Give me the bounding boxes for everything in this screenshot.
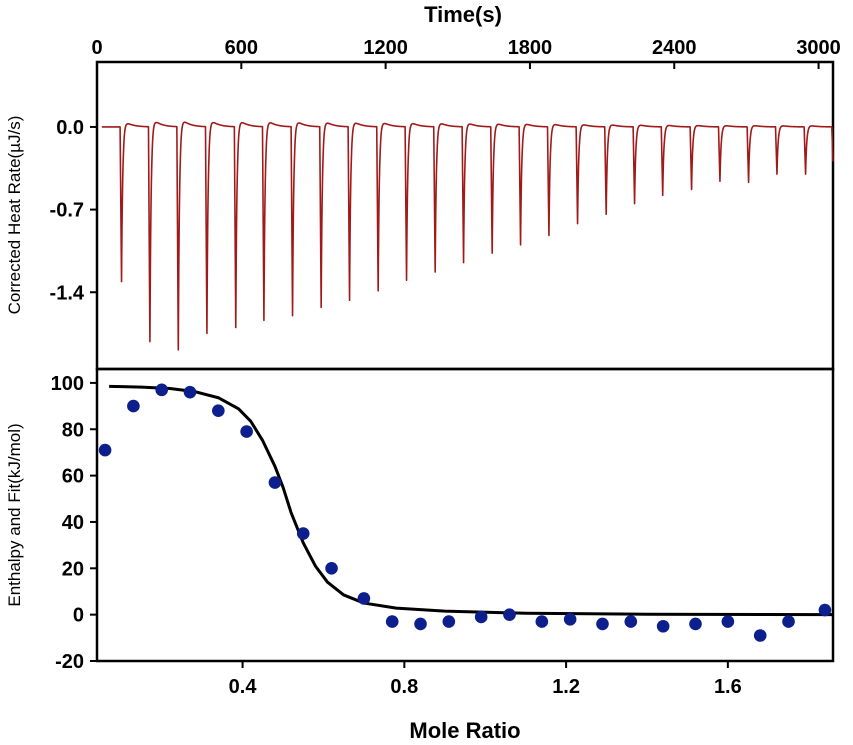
heat-rate-tick-label: -1.4	[50, 282, 85, 304]
time-axis-title: Time(s)	[424, 2, 502, 27]
enthalpy-point	[624, 615, 638, 628]
time-tick-label: 1800	[508, 37, 553, 59]
enthalpy-x-ticks: 0.4 0.8 1.2 1.6	[229, 661, 742, 698]
fit-curve	[109, 384, 834, 617]
thermogram-y-ticks: 0.0 -0.7 -1.4	[50, 117, 97, 304]
mole-ratio-axis-title: Mole Ratio	[409, 718, 520, 743]
enthalpy-point	[442, 615, 456, 628]
enthalpy-point	[296, 527, 310, 540]
enthalpy-point	[325, 562, 338, 575]
enthalpy-point	[818, 603, 832, 617]
enthalpy-points	[98, 383, 832, 642]
enthalpy-point	[753, 629, 767, 642]
thermogram-x-ticks: 0 600 1200 1800 2400 3000	[91, 37, 841, 69]
enthalpy-point	[535, 615, 549, 628]
time-tick-label: 3000	[796, 37, 841, 59]
enthalpy-point	[563, 612, 577, 626]
enthalpy-point	[127, 399, 140, 413]
enthalpy-point	[656, 619, 670, 633]
enthalpy-point	[503, 608, 516, 621]
enthalpy-point	[385, 615, 399, 628]
time-tick-label: 2400	[652, 37, 697, 59]
enthalpy-point	[183, 385, 197, 399]
enthalpy-point	[98, 443, 112, 457]
enthalpy-point	[268, 476, 282, 489]
heat-rate-axis-title: Corrected Heat Rate(µJ/s)	[5, 116, 24, 315]
time-tick-label: 0	[91, 37, 102, 59]
mole-ratio-tick-label: 1.2	[552, 676, 580, 698]
enthalpy-point	[596, 617, 609, 631]
mole-ratio-tick-label: 0.8	[390, 676, 418, 698]
heat-rate-tick-label: -0.7	[50, 200, 84, 222]
mole-ratio-tick-label: 0.4	[229, 676, 258, 698]
enthalpy-tick-label: -20	[55, 651, 84, 673]
heat-rate-tick-label: 0.0	[56, 117, 84, 139]
time-tick-label: 600	[225, 37, 258, 59]
enthalpy-tick-label: 0	[73, 605, 84, 627]
enthalpy-point	[689, 617, 702, 631]
time-tick-label: 1200	[363, 37, 408, 59]
enthalpy-point	[414, 617, 427, 631]
enthalpy-point	[357, 592, 371, 605]
enthalpy-tick-label: 40	[62, 512, 84, 534]
enthalpy-tick-label: 60	[62, 466, 84, 488]
enthalpy-point	[782, 615, 795, 628]
enthalpy-y-ticks: 100 80 60 40 20 0 -20	[51, 373, 97, 673]
enthalpy-point	[474, 610, 488, 624]
enthalpy-point	[721, 615, 735, 628]
enthalpy-panel: Mole Ratio 0.4 0.8 1.2 1.6 100806040200-20 …	[5, 367, 835, 743]
enthalpy-axis-title: Enthalpy and Fit(kJ/mol)	[5, 423, 24, 606]
enthalpy-point	[212, 404, 225, 418]
enthalpy-point	[240, 425, 253, 438]
enthalpy-tick-label: 100	[51, 373, 84, 395]
enthalpy-tick-label: 80	[62, 419, 84, 441]
mole-ratio-tick-label: 1.6	[714, 676, 742, 698]
enthalpy-plot-frame	[95, 367, 835, 663]
enthalpy-point	[155, 383, 168, 397]
enthalpy-tick-label: 20	[62, 558, 84, 580]
thermogram-trace	[101, 121, 834, 351]
